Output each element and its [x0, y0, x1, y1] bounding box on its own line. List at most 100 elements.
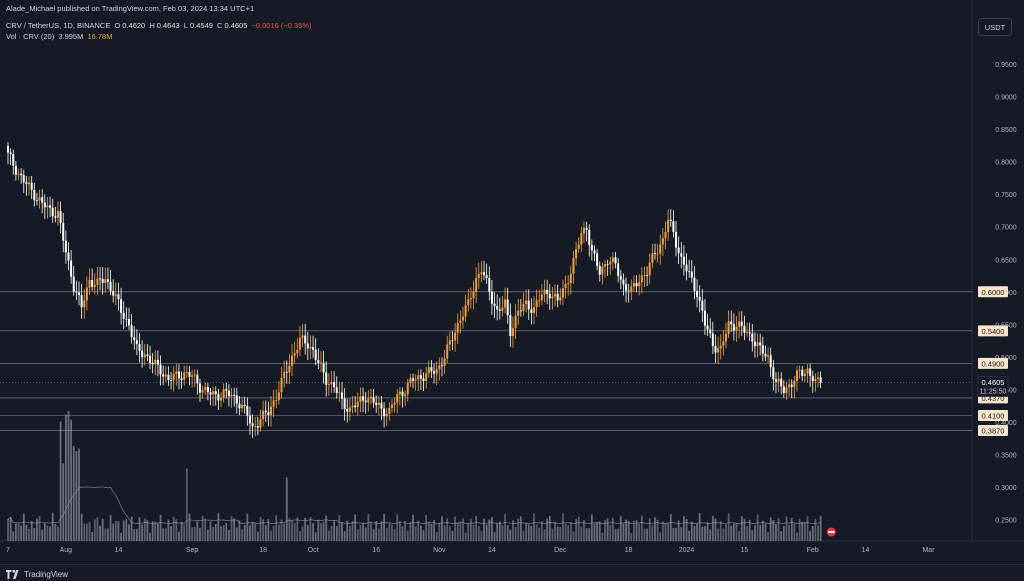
volume-bar	[680, 527, 683, 541]
candle-body	[93, 284, 96, 287]
candle-body	[380, 402, 383, 409]
x-tick-label: Aug	[60, 547, 73, 554]
candle-body	[230, 394, 233, 397]
volume-bar	[241, 529, 243, 541]
open-value: 0.4620	[122, 21, 146, 30]
candle-body	[590, 244, 593, 251]
candle-body	[406, 383, 409, 395]
volume-bar	[327, 530, 330, 541]
volume-bar	[217, 513, 220, 541]
volume-bar	[175, 519, 178, 541]
currency-button[interactable]: USDT	[978, 18, 1012, 36]
volume-bar	[714, 518, 717, 541]
volume-bar	[306, 525, 309, 541]
candle-body	[609, 261, 612, 265]
candle-body	[622, 279, 625, 285]
candle-body	[427, 367, 430, 374]
volume-bar	[514, 526, 517, 541]
volume-bar	[409, 521, 412, 541]
volume-bar	[277, 524, 280, 541]
volume-bar	[251, 522, 254, 541]
level-badge	[978, 325, 1008, 337]
candle-body	[527, 300, 530, 310]
volume-bar	[635, 520, 638, 541]
volume-bar	[646, 528, 648, 541]
candle-body	[688, 271, 691, 273]
candle-body	[722, 341, 725, 346]
volume-bar	[748, 519, 751, 541]
publisher-text: Alade_Michael published on TradingView.c…	[6, 4, 255, 13]
x-tick-label: Mar	[922, 547, 935, 554]
high-value: 0.4643	[156, 21, 180, 30]
volume-bar	[201, 516, 204, 541]
candle-body	[156, 359, 159, 365]
volume-bar	[735, 523, 738, 541]
volume-bar	[493, 531, 496, 541]
volume-bar	[220, 526, 222, 541]
volume-bar	[519, 516, 522, 541]
volume-bar	[422, 530, 425, 541]
volume-bar	[469, 518, 472, 541]
candle-body	[225, 389, 228, 391]
volume-bar	[567, 525, 570, 541]
volume-bar	[606, 518, 609, 541]
volume-bar	[270, 530, 272, 541]
volume-bar	[803, 522, 806, 541]
volume-bar	[767, 532, 769, 541]
candle-body	[375, 402, 378, 405]
volume-bar	[467, 523, 470, 541]
candle-body	[601, 266, 604, 275]
volume-bar	[732, 523, 735, 541]
volume-bar	[254, 523, 257, 541]
volume-bar	[785, 516, 788, 541]
volume-bar	[235, 527, 238, 541]
candle-body	[719, 345, 722, 349]
candle-body	[206, 386, 209, 393]
volume-bar	[441, 516, 443, 541]
volume-bar	[9, 516, 12, 541]
candle-body	[417, 375, 420, 380]
candle-body	[627, 290, 630, 292]
level-badge-label: 0.4900	[982, 359, 1005, 368]
volume-bar	[57, 526, 59, 541]
volume-bar	[601, 532, 604, 541]
volume-bar	[596, 522, 599, 541]
candle-body	[338, 392, 341, 394]
volume-label[interactable]: Vol · CRV (20)	[6, 32, 55, 41]
candle-body	[535, 300, 538, 308]
candle-body	[83, 300, 86, 308]
candle-body	[59, 211, 62, 223]
candle-body	[25, 182, 28, 185]
candle-body	[78, 292, 81, 296]
volume-bar	[504, 514, 506, 541]
candle-body	[7, 145, 9, 153]
x-tick-label: 18	[259, 547, 267, 554]
candle-body	[243, 404, 246, 406]
volume-bar	[367, 514, 370, 541]
candle-body	[540, 294, 543, 301]
volume-ma-value: 3.995M	[58, 32, 84, 41]
candle-body	[496, 306, 499, 310]
volume-bar	[593, 523, 596, 541]
candle-body	[322, 362, 325, 373]
volume-bar	[230, 516, 233, 541]
volume-bar	[125, 519, 128, 541]
candle-body	[782, 386, 785, 394]
candle-body	[543, 289, 546, 295]
candle-body	[443, 358, 446, 367]
volume-bar	[438, 522, 441, 541]
level-badge	[978, 286, 1008, 298]
candle-body	[767, 355, 770, 357]
volume-bar	[141, 524, 144, 541]
symbol-label[interactable]: CRV / TetherUS, 1D, BINANCE	[6, 21, 111, 30]
candle-body	[617, 263, 620, 276]
volume-bar	[454, 516, 456, 541]
close-value: 0.4605	[224, 21, 248, 30]
x-tick-label: Oct	[308, 547, 319, 554]
candle-body	[656, 253, 659, 255]
candle-body	[104, 279, 107, 283]
tradingview-brand[interactable]: TradingView	[6, 570, 68, 579]
candle-body	[346, 408, 349, 412]
candle-body	[246, 405, 249, 416]
